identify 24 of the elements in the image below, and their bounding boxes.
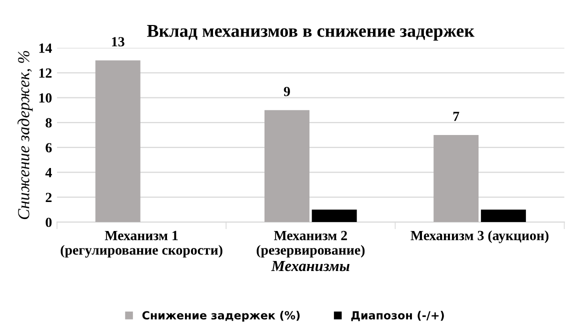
y-tick-label: 14 bbox=[39, 44, 52, 53]
x-tick-label: Механизм 2 (резервирование) bbox=[256, 230, 365, 258]
x-tick-label: Механизм 3 (аукцион) bbox=[410, 230, 548, 244]
y-tick-label: 8 bbox=[46, 118, 52, 128]
y-tick-label: 10 bbox=[39, 93, 52, 103]
legend-label: Диапозон (-/+) bbox=[351, 310, 444, 322]
bar bbox=[434, 135, 479, 222]
bar bbox=[480, 210, 526, 222]
legend-label: Снижение задержек (%) bbox=[142, 310, 300, 322]
bar bbox=[95, 60, 140, 222]
data-label: 9 bbox=[284, 86, 290, 96]
x-tick-label: Механизм 1 (регулирование скорости) bbox=[60, 230, 222, 258]
bar bbox=[312, 210, 357, 222]
y-tick-label: 12 bbox=[39, 68, 52, 78]
y-axis-title: Снижение задержек, % bbox=[18, 50, 33, 220]
y-tick-label: 0 bbox=[46, 218, 52, 228]
y-tick-label: 4 bbox=[45, 168, 52, 178]
chart-title: Вклад механизмов в снижение задержек bbox=[147, 24, 474, 41]
x-axis-title: Механизмы bbox=[271, 260, 350, 272]
y-tick-label: 2 bbox=[46, 192, 52, 202]
data-label: 13 bbox=[112, 37, 124, 46]
data-label: 7 bbox=[453, 112, 460, 121]
bar bbox=[264, 110, 310, 222]
y-tick-label: 6 bbox=[46, 143, 52, 152]
